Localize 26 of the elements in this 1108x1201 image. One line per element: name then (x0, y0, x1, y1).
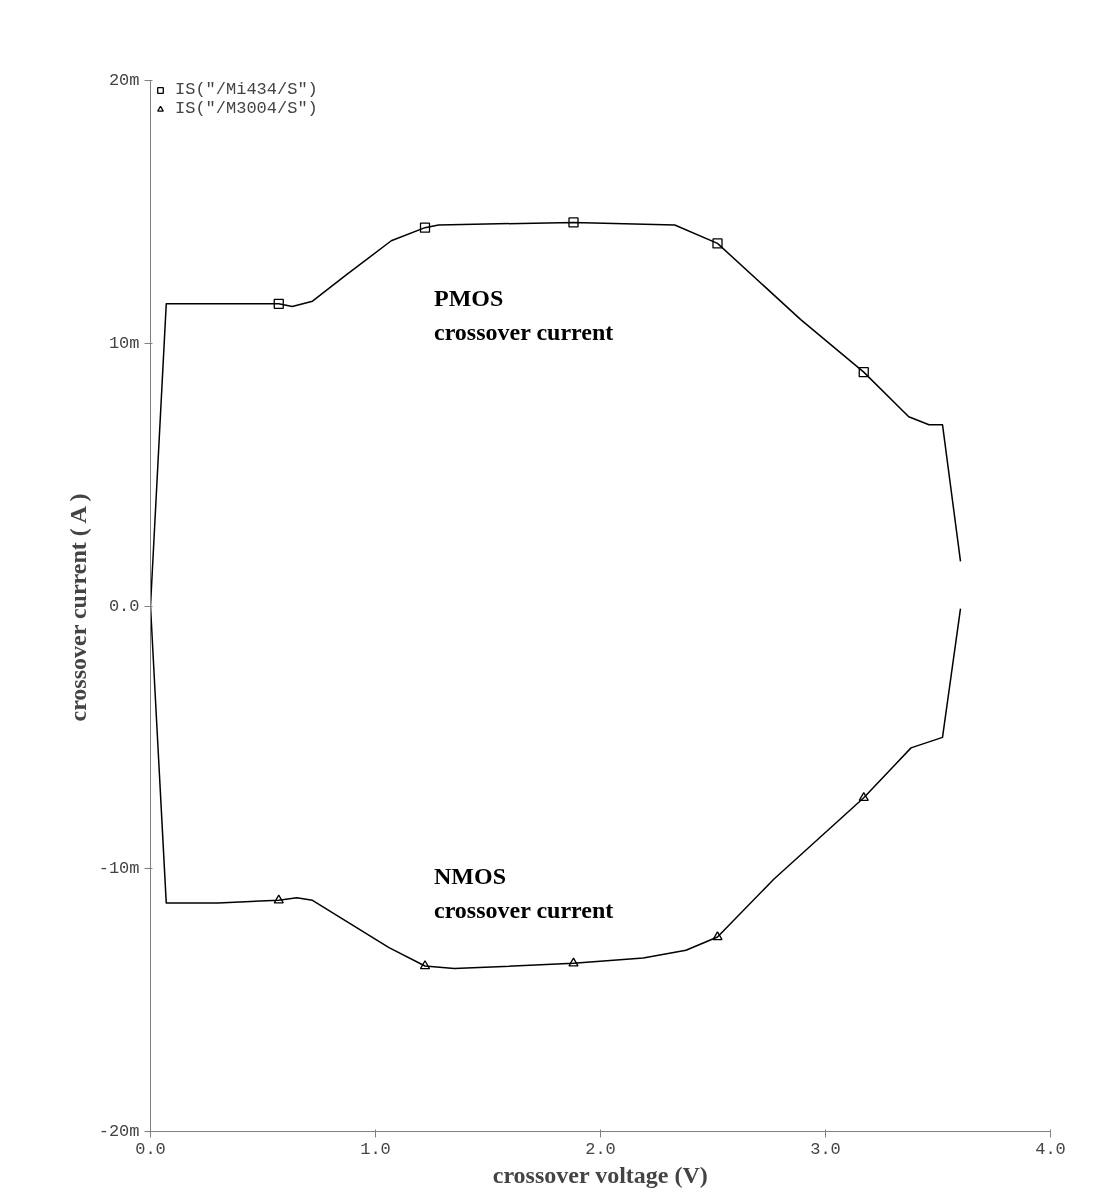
point (568, 217, 579, 228)
y-tick-label: -20m (98, 1122, 140, 1141)
x-tick-label: 4.0 (1035, 1139, 1066, 1159)
x-tick-label: 0.0 (135, 1139, 166, 1159)
legend-label: IS("/M3004/S") (175, 99, 318, 118)
x-tick-label: 1.0 (360, 1139, 391, 1159)
y-tick-label: 20m (108, 71, 140, 90)
y-tick-label: 10m (108, 333, 140, 353)
point (712, 238, 723, 249)
y-axis-title: crossover current ( A ) (64, 493, 91, 722)
point (419, 960, 431, 970)
annotation: NMOS crossover current (434, 863, 614, 924)
x-tick-label: 2.0 (585, 1139, 616, 1159)
x-tick-label: 3.0 (810, 1139, 841, 1159)
point (419, 222, 431, 233)
legend-label: IS("/Mi434/S") (175, 80, 318, 99)
x-axis-title: crossover voltage (V) (492, 1161, 708, 1188)
point (858, 791, 869, 802)
point (273, 298, 284, 309)
point (712, 931, 723, 941)
y-tick-label: -10m (98, 859, 140, 879)
point (568, 957, 579, 967)
point (858, 367, 869, 378)
annotation: PMOS crossover current (434, 285, 614, 346)
y-tick-label: 0.0 (108, 596, 140, 616)
point (273, 894, 284, 904)
